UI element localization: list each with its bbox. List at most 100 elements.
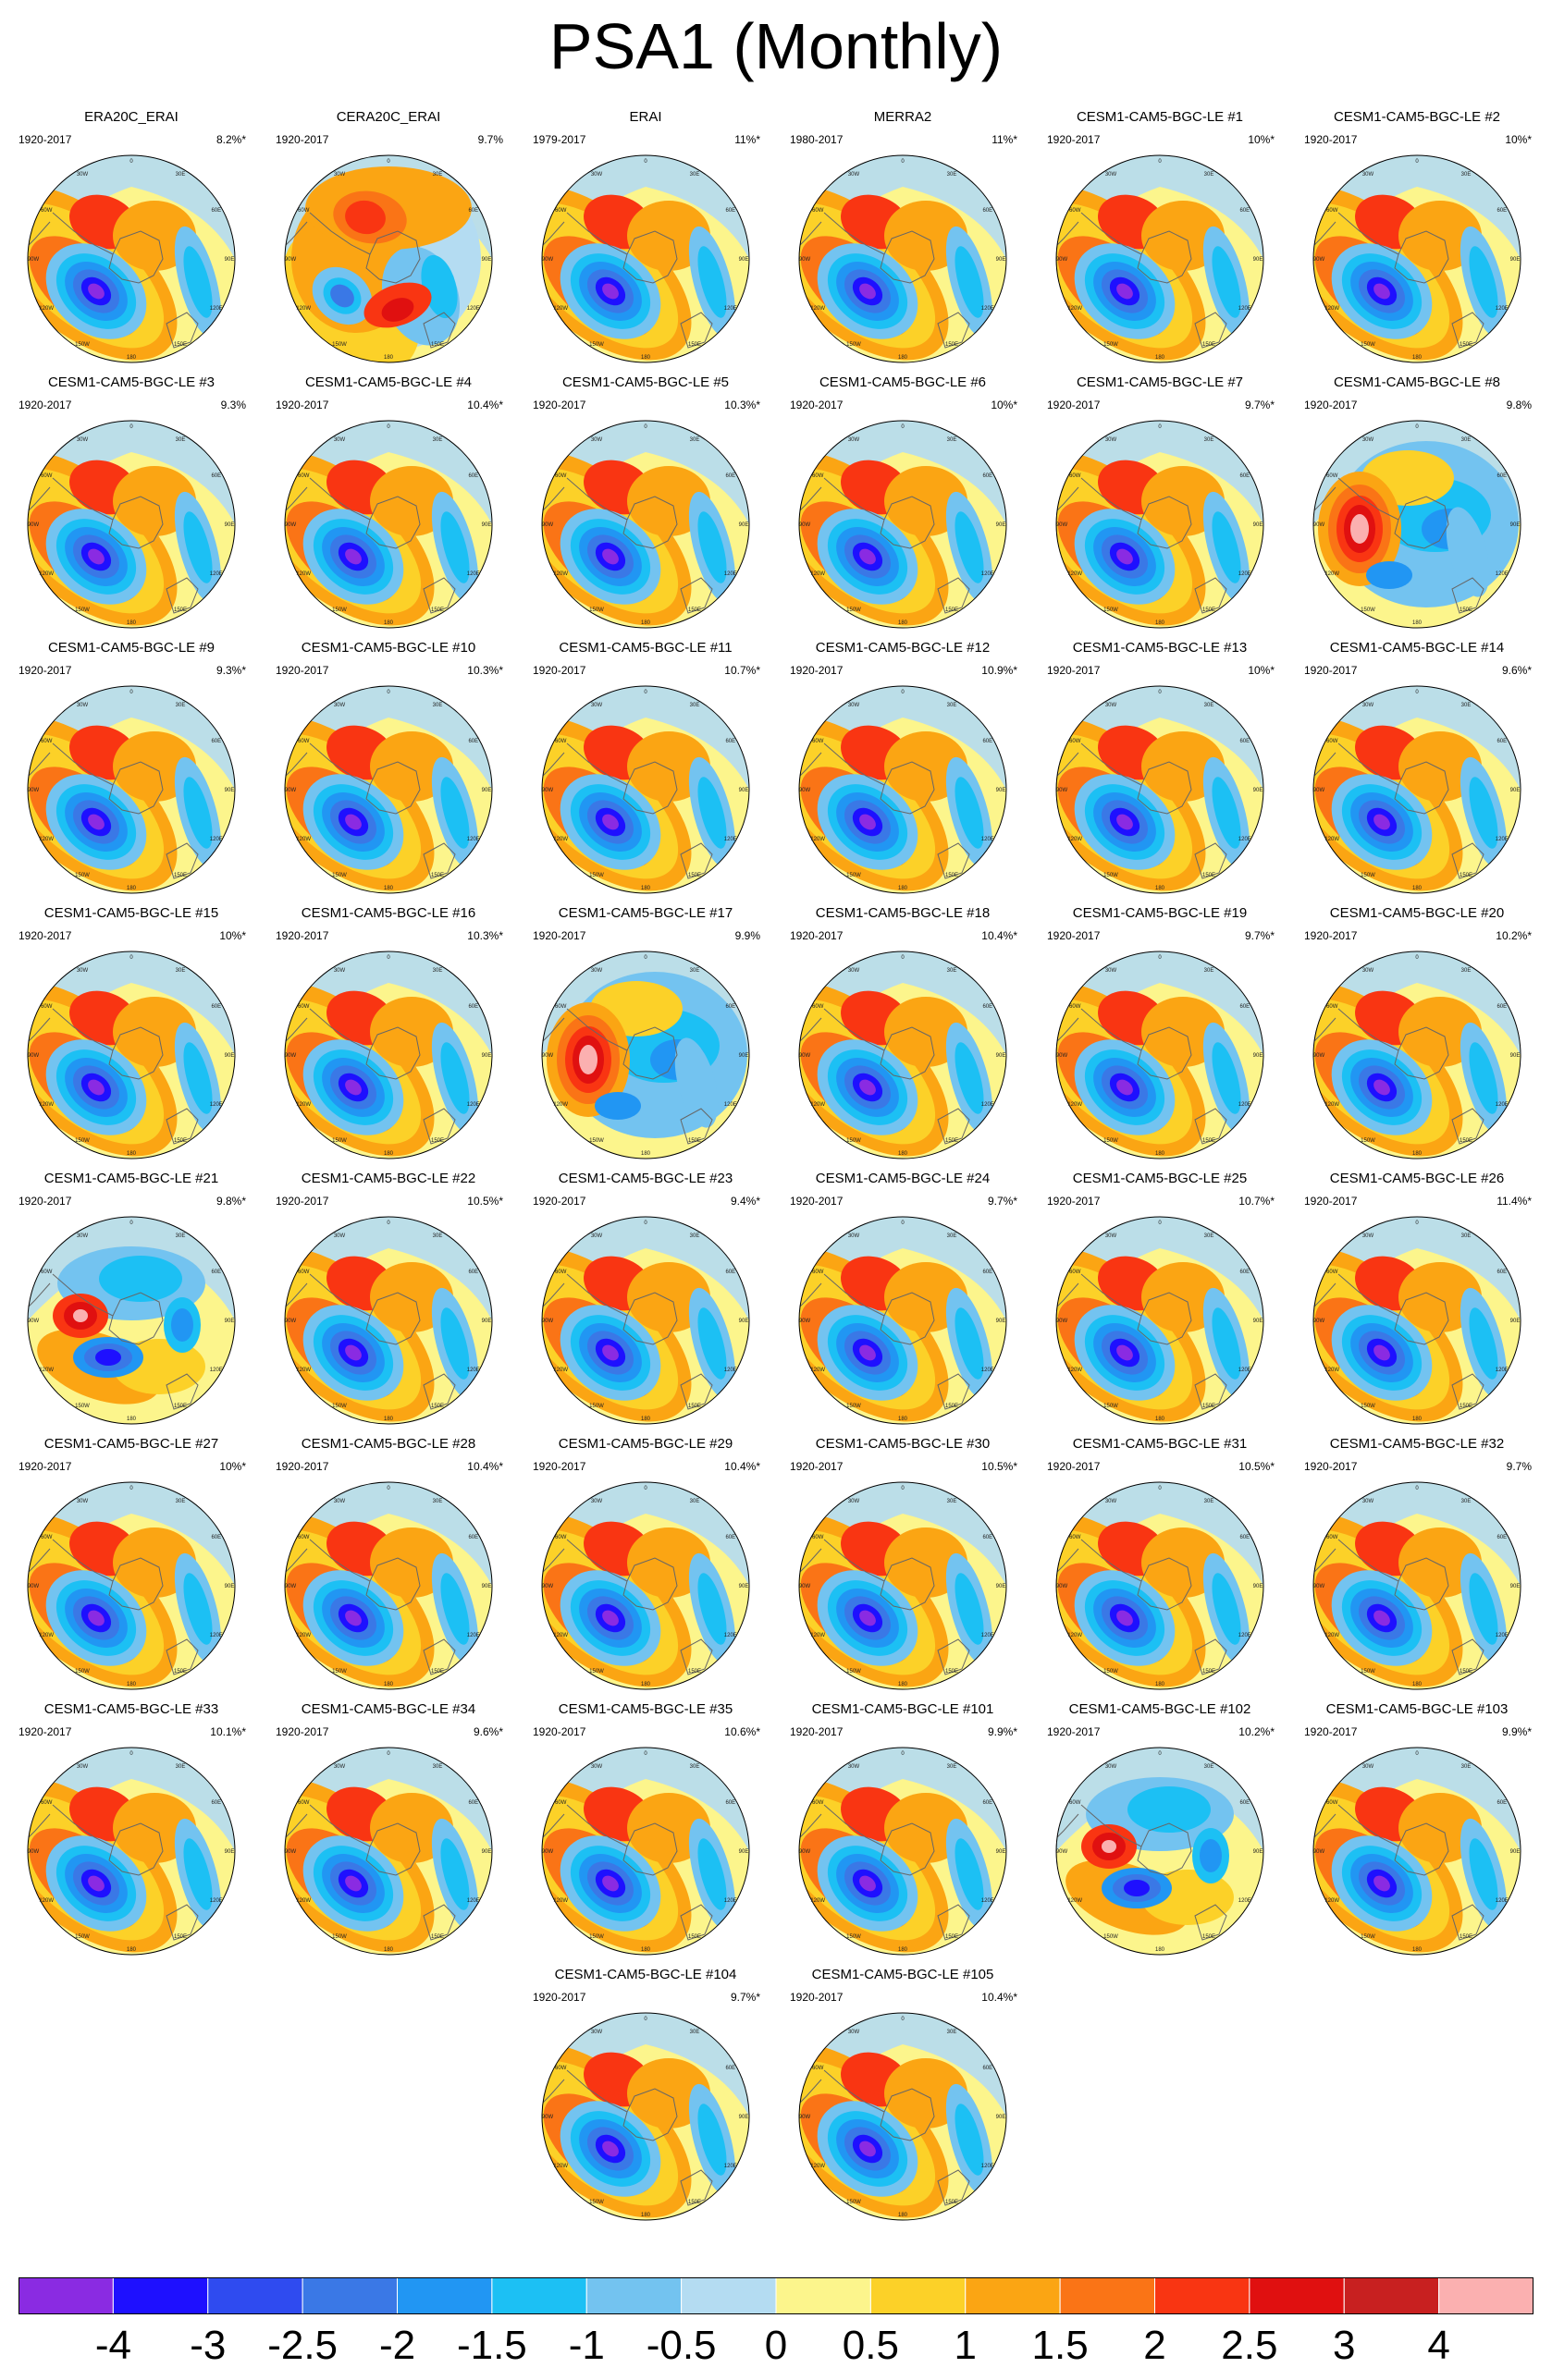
south-america-coastline (542, 1282, 565, 1314)
panel-variance-pct: 9.9% (734, 929, 760, 942)
contour-region (1127, 1786, 1211, 1833)
australia-coastline (937, 577, 970, 614)
map-border (1055, 1216, 1264, 1425)
map-border (1055, 1481, 1264, 1690)
south-america-coastline (285, 1282, 308, 1314)
south-america-coastline (1056, 1017, 1079, 1049)
longitude-tick-label: 150W (589, 1934, 604, 1940)
longitude-tick-label: 30E (1204, 172, 1214, 178)
antarctica-coastline (108, 496, 164, 549)
panel-years: 1920-2017 (533, 1195, 586, 1208)
longitude-tick-label: 60E (1239, 1535, 1250, 1540)
longitude-tick-label: 150E (431, 1669, 444, 1675)
map-border (27, 154, 236, 363)
antarctica-coastline (365, 1026, 421, 1080)
longitude-tick-label: 30E (1461, 1764, 1472, 1770)
contour-region (859, 2141, 876, 2157)
antarctica-coastline (1137, 1822, 1192, 1876)
colorbar-tick-label: -1 (568, 2323, 605, 2368)
longitude-tick-label: 90E (482, 1053, 492, 1059)
longitude-tick-label: 90W (285, 1584, 297, 1589)
longitude-tick-label: 90W (542, 1053, 554, 1059)
longitude-tick-label: 120E (467, 837, 480, 842)
longitude-tick-label: 60E (211, 1535, 221, 1540)
map-panel: CESM1-CAM5-BGC-LE #2 1920-2017 10%* 0 30E 60E… (1297, 109, 1537, 368)
longitude-tick-label: 120W (1324, 1633, 1339, 1638)
longitude-tick-label: 150E (174, 1404, 187, 1409)
longitude-tick-label: 90W (542, 1849, 554, 1855)
peninsula-coastline (309, 742, 371, 786)
longitude-tick-label: 60W (555, 1800, 567, 1806)
map-panel: CESM1-CAM5-BGC-LE #27 1920-2017 10%* 0 30E 60… (11, 1436, 252, 1695)
longitude-tick-label: 90E (1510, 257, 1521, 263)
map-border (1312, 154, 1521, 363)
longitude-tick-label: 150E (688, 1669, 701, 1675)
longitude-tick-label: 90W (799, 1053, 811, 1059)
longitude-tick-label: 120W (296, 1898, 311, 1904)
contour-region (1373, 1875, 1390, 1892)
longitude-tick-label: 180 (641, 1151, 651, 1157)
longitude-tick-label: 180 (641, 1947, 651, 1953)
longitude-tick-label: 120W (1324, 306, 1339, 312)
longitude-tick-label: 90W (28, 1849, 40, 1855)
contour-region (345, 200, 386, 235)
contour-region (602, 2141, 619, 2157)
longitude-tick-label: 180 (898, 1682, 908, 1687)
longitude-tick-label: 180 (384, 886, 394, 891)
peninsula-coastline (1080, 1804, 1142, 1847)
panel-variance-pct: 9.3% (220, 399, 246, 411)
longitude-tick-label: 180 (1412, 886, 1423, 891)
longitude-tick-label: 150W (1103, 1669, 1118, 1675)
colorbar-swatch (112, 2277, 209, 2314)
panel-variance-pct: 10.4%* (981, 929, 1017, 942)
panel-years: 1920-2017 (790, 929, 844, 942)
polar-map: 0 30E 60E 90E 120E 150E 180 150W 120W 90W 60W 30W (798, 1481, 1007, 1690)
panel-years: 1920-2017 (1047, 133, 1101, 146)
longitude-tick-label: 0 (901, 955, 905, 961)
longitude-tick-label: 60E (982, 739, 992, 744)
map-border (798, 1481, 1007, 1690)
longitude-tick-label: 90E (225, 1849, 235, 1855)
contour-region (1373, 1344, 1390, 1361)
peninsula-coastline (309, 1804, 371, 1847)
longitude-tick-label: 150E (1202, 1404, 1215, 1409)
longitude-tick-label: 120W (39, 306, 54, 312)
longitude-tick-label: 90W (542, 1584, 554, 1589)
longitude-tick-label: 30W (1105, 437, 1117, 443)
longitude-tick-label: 0 (129, 955, 133, 961)
longitude-tick-label: 30W (77, 1233, 89, 1239)
map-panel: CESM1-CAM5-BGC-LE #9 1920-2017 9.3%* 0 30E 60… (11, 640, 252, 899)
polar-map: 0 30E 60E 90E 120E 150E 180 150W 120W 90W 60W 30W (541, 1481, 750, 1690)
contour-region (955, 2104, 984, 2176)
longitude-tick-label: 0 (1415, 1221, 1419, 1226)
south-america-coastline (28, 1282, 51, 1314)
colorbar-swatch (18, 2277, 114, 2314)
panel-title: CESM1-CAM5-BGC-LE #19 (1072, 905, 1248, 921)
longitude-tick-label: 0 (387, 159, 390, 165)
longitude-tick-label: 60E (1239, 1800, 1250, 1806)
contour-region (1116, 1344, 1133, 1361)
longitude-tick-label: 60W (555, 739, 567, 744)
south-america-coastline (799, 486, 822, 518)
map-panel: CESM1-CAM5-BGC-LE #1 1920-2017 10%* 0 30E 60E… (1040, 109, 1280, 368)
longitude-tick-label: 90E (1253, 1849, 1263, 1855)
longitude-tick-label: 120W (1324, 837, 1339, 842)
longitude-tick-label: 120W (39, 1898, 54, 1904)
panel-variance-pct: 8.2%* (216, 133, 246, 146)
longitude-tick-label: 60E (982, 1800, 992, 1806)
map-border (1312, 1216, 1521, 1425)
longitude-tick-label: 120E (1238, 1368, 1251, 1373)
longitude-tick-label: 60W (1069, 1270, 1081, 1275)
colorbar-swatch (775, 2277, 871, 2314)
contour-region (697, 1838, 727, 1910)
longitude-tick-label: 60W (812, 2066, 824, 2071)
panel-title: CESM1-CAM5-BGC-LE #18 (815, 905, 991, 921)
polar-map: 0 30E 60E 90E 120E 150E 180 150W 120W 90W 60W 30W (798, 1216, 1007, 1425)
panel-years: 1979-2017 (533, 133, 586, 146)
longitude-tick-label: 150W (846, 1138, 861, 1144)
panel-variance-pct: 10%* (991, 399, 1017, 411)
longitude-tick-label: 90E (482, 257, 492, 263)
longitude-tick-label: 60W (41, 1800, 53, 1806)
panel-variance-pct: 9.6%* (473, 1725, 503, 1738)
polar-map: 0 30E 60E 90E 120E 150E 180 150W 120W 90W 60W 30W (1312, 1481, 1521, 1690)
